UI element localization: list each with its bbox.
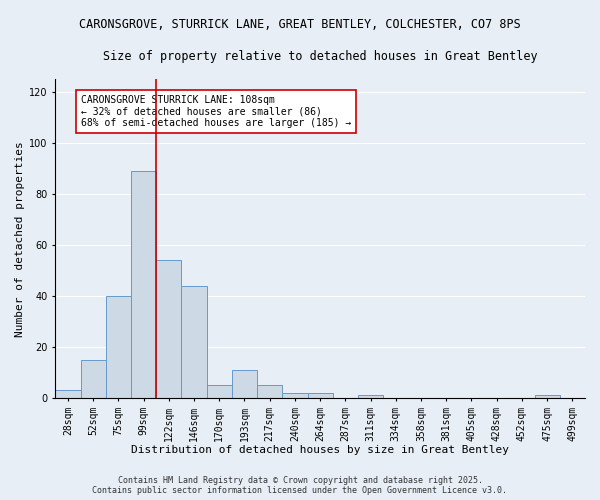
Text: CARONSGROVE, STURRICK LANE, GREAT BENTLEY, COLCHESTER, CO7 8PS: CARONSGROVE, STURRICK LANE, GREAT BENTLE… (79, 18, 521, 30)
Bar (131, 171, 156, 398)
Y-axis label: Number of detached properties: Number of detached properties (15, 141, 25, 336)
Title: Size of property relative to detached houses in Great Bentley: Size of property relative to detached ho… (103, 50, 538, 63)
Bar (181, 286, 206, 398)
Bar (80, 360, 106, 398)
Bar (106, 296, 131, 398)
Bar (535, 396, 560, 398)
Bar (156, 260, 181, 398)
Bar (283, 393, 308, 398)
Bar (55, 390, 80, 398)
X-axis label: Distribution of detached houses by size in Great Bentley: Distribution of detached houses by size … (131, 445, 509, 455)
Bar (206, 385, 232, 398)
Text: CARONSGROVE STURRICK LANE: 108sqm
← 32% of detached houses are smaller (86)
68% : CARONSGROVE STURRICK LANE: 108sqm ← 32% … (80, 94, 351, 128)
Text: Contains HM Land Registry data © Crown copyright and database right 2025.
Contai: Contains HM Land Registry data © Crown c… (92, 476, 508, 495)
Bar (308, 393, 333, 398)
Bar (257, 385, 283, 398)
Bar (232, 370, 257, 398)
Bar (358, 396, 383, 398)
